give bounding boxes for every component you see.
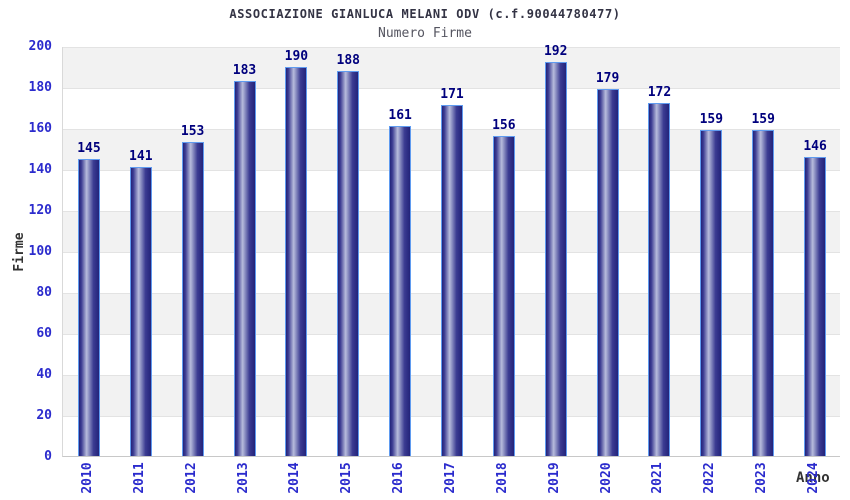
y-tick-label: 20 <box>36 408 52 423</box>
bar-value-label: 153 <box>180 124 205 140</box>
bar-2016 <box>389 125 412 456</box>
chart-title: ASSOCIAZIONE GIANLUCA MELANI ODV (c.f.90… <box>229 7 621 21</box>
x-tick-label: 2012 <box>183 462 199 494</box>
chart-subtitle: Numero Firme <box>378 26 472 41</box>
x-tick-label: 2022 <box>702 462 718 494</box>
bar-value-label: 159 <box>699 112 724 128</box>
bar-value-label: 190 <box>284 48 309 64</box>
x-tick-label: 2021 <box>650 462 666 494</box>
bar-2017 <box>441 105 463 456</box>
bar-2014 <box>285 66 308 456</box>
x-tick-label: 2023 <box>754 462 770 494</box>
bar-2018 <box>492 136 515 456</box>
bar-value-label: 183 <box>232 62 257 78</box>
bar-value-label: 146 <box>803 138 827 154</box>
bar-value-label: 145 <box>77 140 101 156</box>
y-tick-label: 40 <box>36 367 52 382</box>
x-axis-title: Anno <box>796 470 830 486</box>
bar-value-label: 171 <box>440 87 464 103</box>
bar-2021 <box>648 103 671 456</box>
bar-value-label: 141 <box>129 148 153 164</box>
bar-2022 <box>700 130 723 456</box>
y-tick-label: 140 <box>28 162 52 177</box>
bar-2024 <box>804 156 827 456</box>
bar-value-label: 188 <box>336 52 360 68</box>
bar-2010 <box>77 158 100 456</box>
plot-area: 145 141 153 183 190 188 161 171 156 192 179 172 159 1… <box>62 44 840 457</box>
x-tick-label: 2020 <box>598 462 614 494</box>
x-tick-label: 2016 <box>391 462 407 494</box>
bar-2013 <box>233 80 256 456</box>
y-tick-label: 200 <box>28 39 52 54</box>
bar-value-label: 161 <box>388 107 412 123</box>
bar-value-label: 156 <box>492 118 516 134</box>
x-tick-label: 2015 <box>339 462 355 494</box>
bar-2019 <box>544 62 567 456</box>
bar-2011 <box>129 166 152 456</box>
y-tick-label: 120 <box>28 203 52 218</box>
y-tick-label: 60 <box>36 326 52 341</box>
x-tick-label: 2014 <box>287 462 303 494</box>
x-tick-label: 2024 <box>806 462 822 494</box>
y-tick-label: 0 <box>44 449 52 464</box>
bar-2015 <box>337 70 360 456</box>
x-tick-label: 2013 <box>235 462 251 494</box>
y-tick-label: 160 <box>28 121 52 136</box>
x-tick-label: 2011 <box>131 462 147 494</box>
bar-value-label: 179 <box>595 71 620 87</box>
y-tick-label: 100 <box>28 244 52 259</box>
bar-2012 <box>181 142 204 456</box>
bar-value-label: 159 <box>751 112 775 128</box>
bar-value-label: 172 <box>647 85 672 101</box>
x-tick-label: 2017 <box>443 462 458 494</box>
bar-2023 <box>752 130 775 456</box>
bar-2020 <box>596 89 619 456</box>
x-tick-label: 2019 <box>546 462 562 494</box>
bar-value-label: 192 <box>543 44 568 60</box>
x-tick-label: 2010 <box>79 462 95 494</box>
x-tick-label: 2018 <box>494 462 510 494</box>
y-tick-label: 80 <box>36 285 52 300</box>
y-tick-label: 180 <box>28 80 52 95</box>
